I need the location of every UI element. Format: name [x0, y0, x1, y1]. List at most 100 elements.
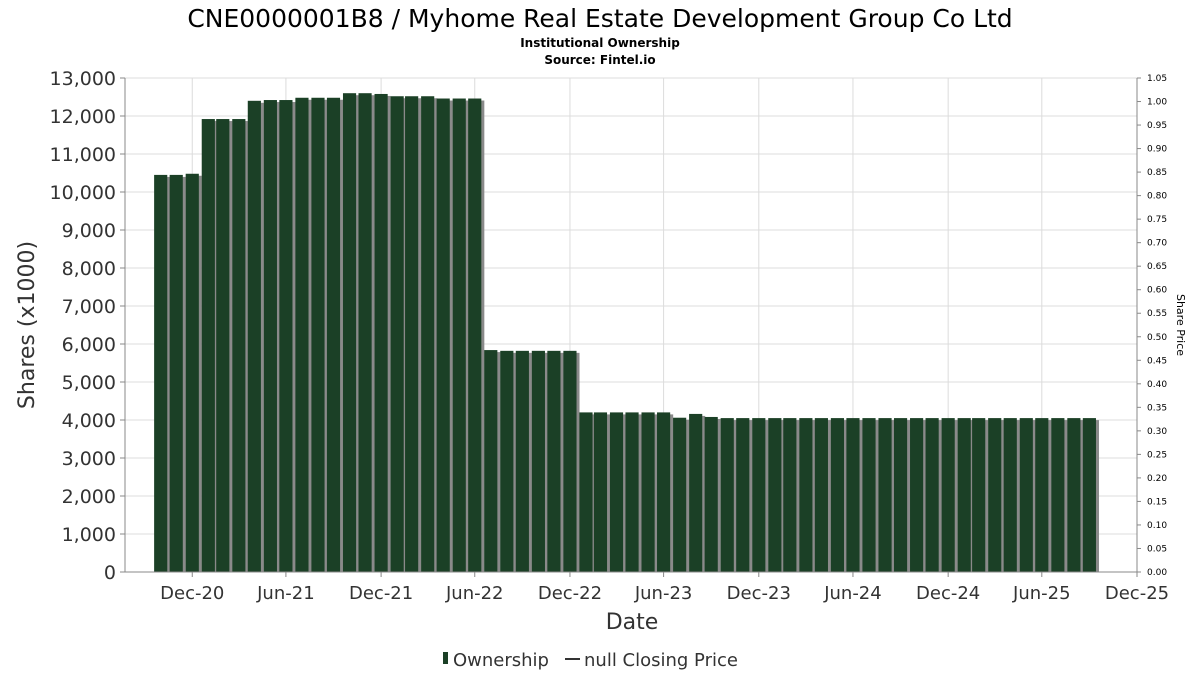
bar [468, 98, 482, 573]
bar [1035, 418, 1049, 572]
x-tick-labels: Dec-20 Jun-21 Dec-21 Jun-22 Dec-22 Jun-23 Dec-… [160, 583, 1169, 604]
y-tick-label: 3,000 [62, 448, 116, 470]
y2-tick-label: 0.80 [1147, 192, 1167, 202]
x-tick-label: Jun-23 [634, 583, 693, 604]
y2-tick-label: 0.05 [1147, 544, 1167, 554]
bar [185, 173, 199, 572]
x-tick-label: Dec-23 [727, 583, 791, 604]
bar [1019, 418, 1033, 572]
axes-layer [120, 77, 1141, 577]
bar [201, 119, 215, 572]
x-tick-label: Jun-25 [1012, 583, 1071, 604]
y-tick-label: 2,000 [62, 486, 116, 508]
x-tick-label: Dec-25 [1105, 583, 1169, 604]
x-tick-label: Jun-21 [256, 583, 315, 604]
bar [641, 412, 655, 572]
y-tick-labels: 0 1,000 2,000 3,000 4,000 5,000 6,000 7,000 8,00… [50, 68, 116, 584]
bars-layer [154, 93, 1099, 573]
bar [500, 350, 514, 572]
bar [216, 119, 230, 572]
y2-tick-label: 0.85 [1147, 168, 1167, 178]
y2-tick-label: 1.05 [1147, 74, 1167, 84]
bar [484, 350, 498, 572]
legend-price-label: null Closing Price [584, 650, 738, 671]
bar [247, 100, 261, 573]
bar [720, 418, 734, 572]
bar [1082, 418, 1096, 572]
x-tick-label: Jun-22 [445, 583, 504, 604]
y2-tick-label: 0.40 [1147, 380, 1167, 390]
x-tick-label: Jun-24 [823, 583, 882, 604]
bar [531, 350, 545, 572]
bar [910, 418, 924, 572]
y2-tick-label: 0.25 [1147, 450, 1167, 460]
bar [972, 418, 986, 572]
bar [169, 174, 183, 572]
bar [342, 93, 357, 572]
legend-ownership-swatch [443, 652, 448, 664]
x-axis-label: Date [606, 610, 659, 635]
bar [563, 350, 577, 572]
bar [783, 418, 797, 572]
legend: Ownership null Closing Price [443, 650, 738, 671]
y-tick-label: 6,000 [62, 334, 116, 356]
legend-ownership-label: Ownership [453, 650, 549, 671]
bar [405, 96, 419, 573]
y-tick-label: 5,000 [62, 372, 116, 394]
bar [846, 418, 860, 572]
bar [625, 412, 639, 572]
bar [736, 418, 750, 572]
bar [925, 418, 939, 572]
y2-tick-label: 0.20 [1147, 474, 1167, 484]
bar [814, 418, 828, 572]
bar [768, 418, 782, 572]
bar [279, 100, 293, 572]
bar [436, 98, 450, 573]
y2-tick-label: 0.55 [1147, 309, 1167, 319]
bar [941, 418, 955, 572]
bar [609, 412, 624, 572]
bar [1003, 418, 1017, 572]
y2-tick-label: 0.35 [1147, 403, 1167, 413]
y-tick-label: 7,000 [62, 296, 116, 318]
y2-tick-label: 0.70 [1147, 239, 1167, 249]
chart-source: Source: Fintel.io [544, 53, 655, 67]
bar [988, 418, 1002, 572]
bar [1067, 418, 1081, 572]
bar [799, 418, 813, 572]
y2-tick-label: 0.95 [1147, 121, 1167, 131]
bar [452, 98, 466, 573]
x-tick-label: Dec-20 [160, 583, 224, 604]
bar [547, 350, 561, 572]
bar [593, 412, 608, 572]
y2-tick-label: 0.90 [1147, 145, 1167, 155]
y2-tick-label: 0.30 [1147, 427, 1167, 437]
chart-subtitle: Institutional Ownership [520, 36, 680, 50]
bar [374, 93, 388, 573]
bar [893, 418, 908, 572]
bar [957, 418, 971, 572]
bar [421, 96, 435, 573]
y-tick-label: 1,000 [62, 524, 116, 546]
y2-tick-label: 0.60 [1147, 286, 1167, 296]
bar [752, 418, 766, 572]
y-tick-label: 12,000 [50, 106, 116, 128]
y2-tick-label: 0.45 [1147, 356, 1167, 366]
y2-tick-label: 0.10 [1147, 521, 1167, 531]
y-tick-label: 8,000 [62, 258, 116, 280]
bar [154, 174, 168, 572]
y2-tick-labels: 0.00 0.05 0.10 0.15 0.20 0.25 0.30 0.35 0.40 0.45… [1147, 74, 1167, 578]
y-tick-label: 9,000 [62, 220, 116, 242]
y2-tick-label: 0.65 [1147, 262, 1167, 272]
bar [673, 417, 687, 572]
bar [830, 418, 845, 572]
y2-tick-label: 1.00 [1147, 98, 1167, 108]
bar [1051, 418, 1065, 572]
y-tick-label: 0 [104, 562, 116, 584]
bar [358, 93, 372, 572]
bar [295, 97, 309, 572]
y2-tick-label: 0.50 [1147, 333, 1167, 343]
bar [657, 412, 671, 572]
